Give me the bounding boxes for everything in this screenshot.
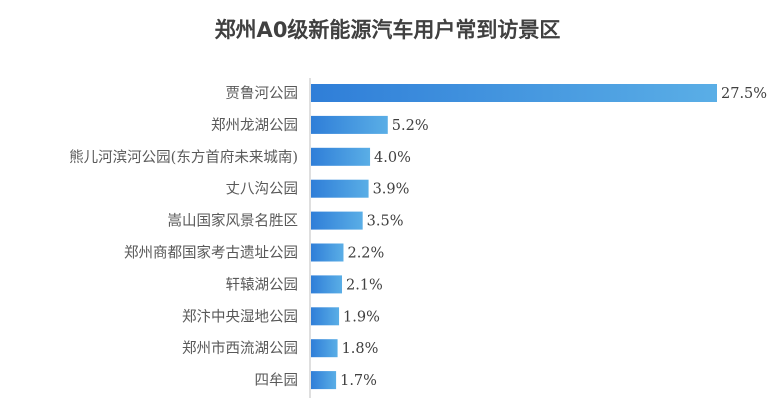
data-label: 2.2% xyxy=(347,246,384,262)
category-label: 郑州龙湖公园 xyxy=(211,117,298,134)
category-label: 四牟园 xyxy=(255,372,299,389)
category-label: 郑州商都国家考古遗址公园 xyxy=(124,245,298,262)
bar xyxy=(311,243,344,262)
category-label: 熊儿河滨河公园(东方首府未来城南) xyxy=(69,149,298,166)
bar xyxy=(311,84,717,102)
bar xyxy=(311,115,388,134)
chart-title: 郑州A0级新能源汽车用户常到访景区 xyxy=(214,18,561,42)
data-label: 3.9% xyxy=(373,182,410,198)
bar xyxy=(311,179,369,198)
category-label: 郑汴中央湿地公园 xyxy=(182,308,298,325)
category-label: 贾鲁河公园 xyxy=(226,85,299,102)
category-label: 轩辕湖公园 xyxy=(226,276,299,293)
bar xyxy=(311,211,363,230)
data-label: 4.0% xyxy=(374,150,411,166)
bar xyxy=(311,275,343,294)
category-label: 嵩山国家风景名胜区 xyxy=(168,213,299,230)
category-label: 郑州市西流湖公园 xyxy=(182,340,298,357)
bar xyxy=(311,147,371,166)
bar xyxy=(311,371,337,390)
bar xyxy=(311,339,338,358)
category-label: 丈八沟公园 xyxy=(226,181,299,198)
data-label: 2.1% xyxy=(346,277,383,293)
data-label: 27.5% xyxy=(721,86,767,102)
data-label: 1.7% xyxy=(340,373,377,389)
data-label: 1.9% xyxy=(343,309,380,325)
data-label: 5.2% xyxy=(392,118,429,134)
data-label: 3.5% xyxy=(367,214,404,230)
bars-group: 贾鲁河公园 27.5% 郑州龙湖公园 5.2% 熊儿河滨河公园(东方首府未来城南) 4.0… xyxy=(69,84,767,390)
bar xyxy=(311,307,340,326)
data-label: 1.8% xyxy=(342,341,379,357)
